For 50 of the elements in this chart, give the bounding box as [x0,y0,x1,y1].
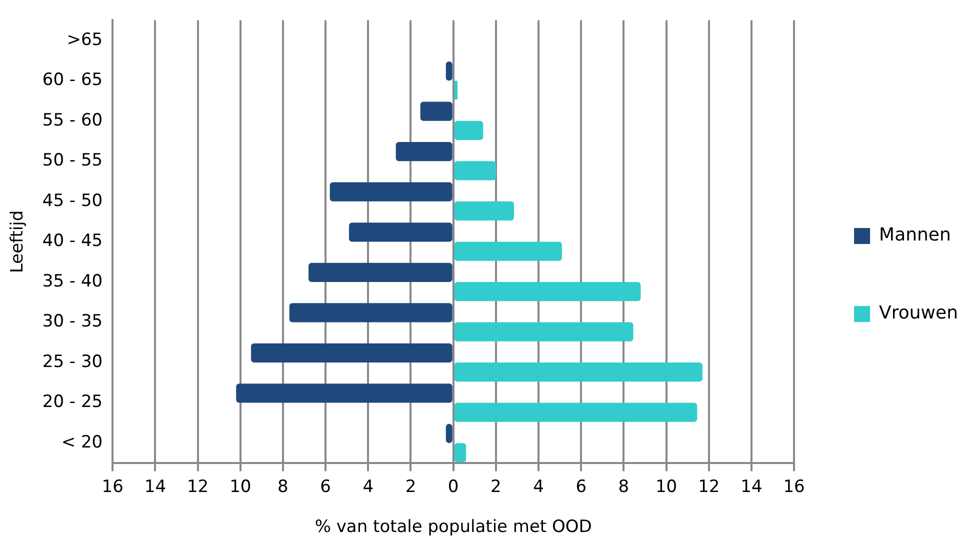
y-tick-label: 20 - 25 [42,392,103,412]
legend-label: Vrouwen [879,302,958,324]
bar [454,402,698,422]
x-tick-label: 14 [144,476,166,497]
bar [289,303,452,322]
x-tick-label: 4 [533,476,544,497]
x-tick-label: 12 [186,476,209,497]
x-tick-label: 14 [740,476,762,497]
bar [454,322,634,342]
y-axis-title: Leeftijd [8,210,28,274]
bar [454,282,641,302]
y-tick-label: 60 - 65 [42,70,103,90]
bar [454,443,466,462]
bar [420,102,452,121]
bar [251,343,452,363]
x-tick-label: 12 [698,476,720,497]
x-tick-label: 2 [405,476,416,497]
y-tick-label: 50 - 55 [42,150,103,171]
bar [454,362,702,382]
bar [454,161,496,180]
bar [454,242,562,261]
bar [308,262,452,282]
x-tick-label: 0 [448,476,459,497]
y-tick-label: 35 - 40 [42,271,103,292]
y-tick-label: 25 - 30 [42,352,103,372]
bar [330,182,452,202]
bar [454,201,514,221]
bar [348,222,452,242]
x-tick-label: 10 [230,476,252,497]
x-tick-label: 16 [783,476,805,497]
legend-label: Mannen [879,224,951,246]
bar [236,384,452,403]
x-tick-label: 8 [618,476,630,497]
bar [454,120,484,140]
y-tick-label: 45 - 50 [42,190,103,211]
bar [454,80,458,100]
x-axis-title: % van totale populatie met OOD [314,517,592,538]
x-tick-label: 2 [490,476,502,497]
x-tick-label: 16 [102,476,124,497]
y-tick-label: 30 - 35 [42,312,103,332]
y-tick-label: 55 - 60 [42,110,103,130]
y-tick-label: >65 [66,30,103,50]
x-tick-label: 6 [576,476,587,497]
bar [396,142,452,162]
x-tick-label: 10 [655,476,678,497]
x-tick-label: 4 [362,476,374,497]
y-tick-label: 40 - 45 [42,231,103,252]
x-tick-label: 8 [278,476,288,497]
x-tick-label: 6 [320,476,331,497]
y-tick-label: < 20 [61,432,103,452]
